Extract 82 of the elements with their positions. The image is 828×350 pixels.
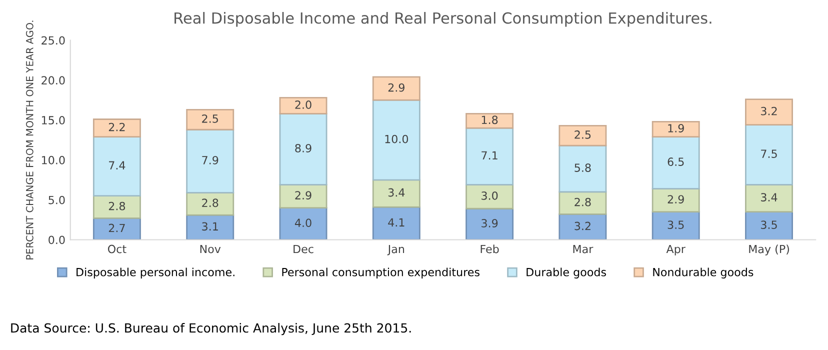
data-label: 3.5: [761, 220, 777, 230]
bar: [745, 184, 793, 213]
source-note: Data Source: U.S. Bureau of Economic Analysis, June 25th 2015.: [11, 323, 411, 336]
data-label: 1.8: [482, 116, 498, 124]
data-label: 3.4: [761, 193, 778, 202]
data-label: 2.8: [202, 198, 218, 208]
data-label: 6.5: [668, 158, 684, 166]
legend-label: Disposable personal income.: [76, 268, 234, 278]
data-label: 4.0: [294, 218, 312, 228]
legend-label: Durable goods: [526, 268, 606, 278]
data-label: 5.8: [574, 164, 591, 172]
data-label: 2.7: [108, 224, 125, 232]
bar: [466, 112, 514, 129]
data-label: 1.9: [668, 124, 684, 132]
bar: [558, 191, 607, 215]
bar: [279, 97, 328, 114]
data-label: 3.5: [668, 220, 684, 230]
data-label: 2.8: [108, 202, 126, 210]
data-label: 2.5: [202, 114, 218, 123]
data-label: 2.9: [295, 191, 312, 200]
data-label: 2.8: [574, 198, 591, 206]
bar: [466, 184, 514, 210]
bar: [372, 99, 420, 181]
bar: [186, 128, 234, 194]
bar: [466, 127, 514, 186]
bar: [92, 195, 141, 219]
data-label: 3.1: [202, 222, 218, 231]
bar: [279, 184, 328, 209]
data-label: 3.9: [482, 219, 498, 228]
y-tick-label: 0.0: [48, 236, 65, 244]
bar: [186, 108, 234, 130]
y-tick-label: 25.0: [42, 36, 65, 45]
x-tick-label: Jan: [387, 244, 404, 256]
data-label: 3.0: [482, 191, 498, 200]
y-tick-label: 20.0: [42, 76, 65, 85]
bar: [372, 76, 420, 101]
data-label: 2.0: [295, 100, 312, 109]
legend-label: Nondurable goods: [653, 268, 754, 278]
data-label: 2.5: [574, 130, 591, 139]
bar: [372, 179, 420, 208]
data-label: 10.0: [385, 134, 408, 144]
data-label: 4.1: [388, 218, 404, 226]
x-tick-label: May (P): [749, 244, 789, 256]
data-label: 7.9: [202, 156, 218, 164]
data-label: 8.9: [295, 144, 312, 152]
bar: [745, 124, 793, 186]
bar: [92, 136, 141, 197]
bar: [372, 206, 420, 240]
data-label: 3.2: [761, 106, 777, 116]
chart-title: Real Disposable Income and Real Personal Consumption Expenditures.: [174, 12, 712, 27]
x-tick-label: Apr: [666, 244, 686, 256]
x-tick-label: Dec: [294, 244, 314, 254]
bar: [279, 112, 328, 186]
bar: [652, 211, 700, 240]
y-tick-label: 5.0: [48, 196, 65, 204]
x-tick-label: Mar: [573, 244, 594, 254]
data-label: 7.1: [482, 151, 498, 160]
bar: [186, 214, 234, 240]
data-label: 3.2: [574, 222, 590, 230]
y-axis-title: PERCENT CHANGE FROM MONTH ONE YEAR AGO.: [26, 20, 34, 260]
bar: [558, 144, 607, 193]
bar: [745, 211, 793, 240]
legend-label: Personal consumption expenditures: [282, 268, 480, 278]
data-label: 7.4: [109, 161, 126, 170]
bar: [279, 207, 328, 240]
x-tick-label: Oct: [108, 244, 126, 254]
data-label: 7.5: [761, 150, 777, 158]
bar: [558, 124, 607, 146]
data-label: 2.9: [668, 195, 684, 204]
y-tick-label: 10.0: [42, 156, 65, 164]
x-tick-label: Feb: [480, 244, 499, 254]
data-label: 3.4: [388, 188, 405, 197]
data-label: 2.9: [388, 83, 404, 92]
data-label: 2.2: [108, 122, 125, 132]
y-tick-label: 15.0: [42, 116, 65, 124]
bar: [652, 120, 700, 138]
bar: [92, 118, 141, 138]
bar: [652, 188, 700, 213]
x-tick-label: Nov: [200, 244, 221, 254]
bar: [466, 208, 514, 240]
bar: [652, 136, 700, 190]
bar: [745, 98, 793, 126]
